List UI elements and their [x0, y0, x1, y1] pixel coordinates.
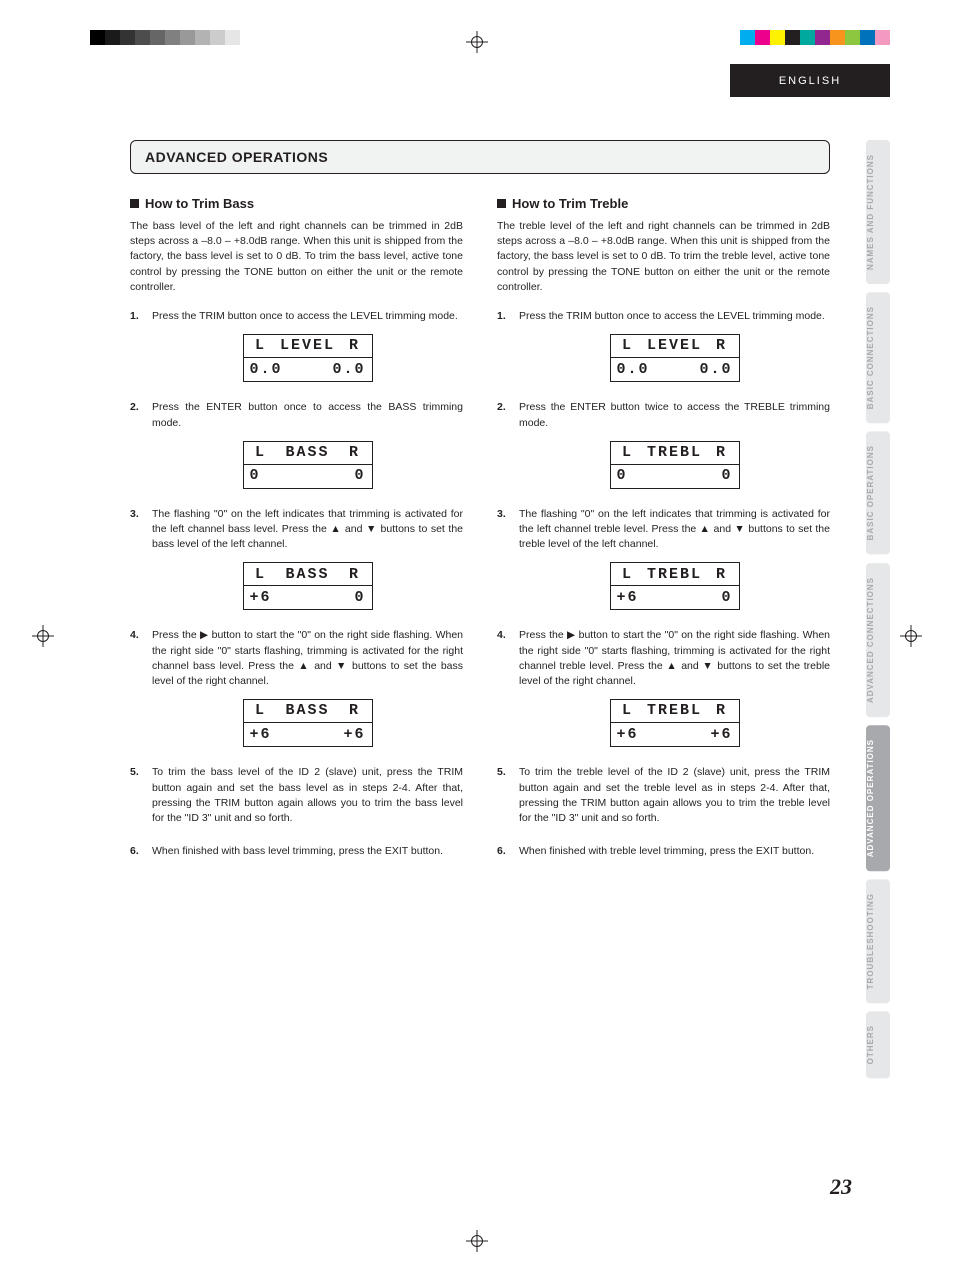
color-registration-blocks	[740, 30, 890, 45]
side-tab: ADVANCED CONNECTIONS	[866, 563, 890, 717]
language-tab: ENGLISH	[730, 64, 890, 97]
grayscale-registration-blocks	[90, 30, 240, 45]
steps-treble: Press the TRIM button once to access the…	[497, 309, 830, 859]
step-item: Press the TRIM button once to access the…	[130, 309, 463, 382]
lcd-display: LBASSR00	[243, 441, 373, 489]
subheading-bass-text: How to Trim Bass	[145, 196, 254, 211]
page-content: ADVANCED OPERATIONS How to Trim Bass The…	[130, 140, 830, 877]
intro-bass: The bass level of the left and right cha…	[130, 219, 463, 295]
side-tab: TROUBLESHOOTING	[866, 879, 890, 1003]
step-text: Press the ENTER button once to access th…	[152, 401, 463, 428]
step-text: To trim the treble level of the ID 2 (sl…	[519, 766, 830, 824]
section-index-tabs: NAMES AND FUNCTIONS BASIC CONNECTIONS BASI…	[866, 140, 890, 1079]
lcd-display: LBASSR+6+6	[243, 699, 373, 747]
crosshair-left-icon	[32, 625, 54, 647]
crosshair-bottom-icon	[466, 1230, 488, 1252]
step-item: To trim the bass level of the ID 2 (slav…	[130, 765, 463, 826]
step-item: Press the TRIM button once to access the…	[497, 309, 830, 382]
lcd-display: LLEVELR0.00.0	[243, 334, 373, 382]
page-number: 23	[830, 1174, 852, 1200]
lcd-display: LBASSR+60	[243, 562, 373, 610]
step-text: Press the ENTER button twice to access t…	[519, 401, 830, 428]
steps-bass: Press the TRIM button once to access the…	[130, 309, 463, 859]
subheading-bass: How to Trim Bass	[130, 196, 463, 211]
step-text: Press the TRIM button once to access the…	[519, 310, 825, 322]
step-item: When finished with treble level trimming…	[497, 844, 830, 859]
step-item: To trim the treble level of the ID 2 (sl…	[497, 765, 830, 826]
column-bass: How to Trim Bass The bass level of the l…	[130, 196, 463, 877]
step-text: To trim the bass level of the ID 2 (slav…	[152, 766, 463, 824]
subheading-treble: How to Trim Treble	[497, 196, 830, 211]
subheading-treble-text: How to Trim Treble	[512, 196, 628, 211]
side-tab: NAMES AND FUNCTIONS	[866, 140, 890, 284]
step-text: Press the ▶ button to start the "0" on t…	[519, 629, 830, 687]
step-item: Press the ▶ button to start the "0" on t…	[497, 628, 830, 747]
step-item: When finished with bass level trimming, …	[130, 844, 463, 859]
step-item: The flashing "0" on the left indicates t…	[130, 507, 463, 611]
side-tab: BASIC OPERATIONS	[866, 431, 890, 554]
step-text: The flashing "0" on the left indicates t…	[519, 508, 830, 550]
step-item: Press the ENTER button once to access th…	[130, 400, 463, 488]
section-title: ADVANCED OPERATIONS	[130, 140, 830, 174]
side-tab: BASIC CONNECTIONS	[866, 292, 890, 423]
step-item: Press the ▶ button to start the "0" on t…	[130, 628, 463, 747]
step-text: When finished with treble level trimming…	[519, 845, 814, 857]
manual-page: ENGLISH NAMES AND FUNCTIONS BASIC CONNECT…	[0, 0, 954, 1286]
step-item: The flashing "0" on the left indicates t…	[497, 507, 830, 611]
lcd-display: LTREBLR+60	[610, 562, 740, 610]
step-item: Press the ENTER button twice to access t…	[497, 400, 830, 488]
intro-treble: The treble level of the left and right c…	[497, 219, 830, 295]
lcd-display: LLEVELR0.00.0	[610, 334, 740, 382]
step-text: The flashing "0" on the left indicates t…	[152, 508, 463, 550]
step-text: Press the ▶ button to start the "0" on t…	[152, 629, 463, 687]
lcd-display: LTREBLR00	[610, 441, 740, 489]
side-tab: OTHERS	[866, 1011, 890, 1078]
step-text: Press the TRIM button once to access the…	[152, 310, 458, 322]
square-bullet-icon	[130, 199, 139, 208]
column-treble: How to Trim Treble The treble level of t…	[497, 196, 830, 877]
crosshair-right-icon	[900, 625, 922, 647]
square-bullet-icon	[497, 199, 506, 208]
lcd-display: LTREBLR+6+6	[610, 699, 740, 747]
crosshair-top-icon	[466, 31, 488, 53]
side-tab: ADVANCED OPERATIONS	[866, 725, 890, 871]
step-text: When finished with bass level trimming, …	[152, 845, 443, 857]
